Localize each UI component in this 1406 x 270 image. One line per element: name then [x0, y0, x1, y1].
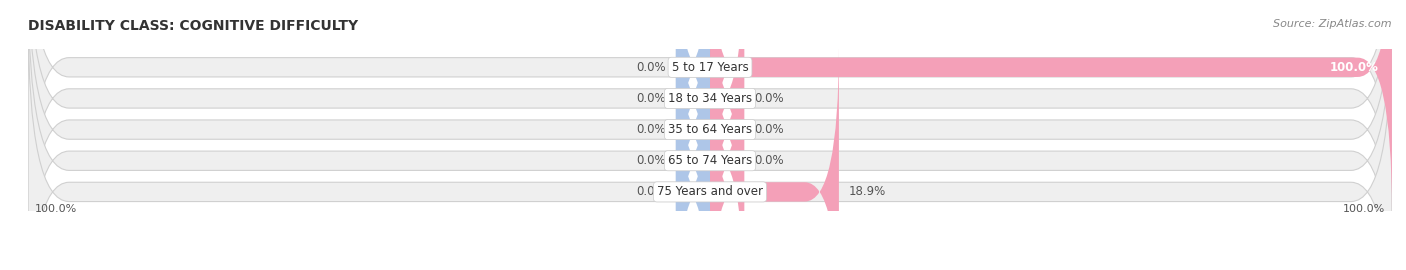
- FancyBboxPatch shape: [28, 0, 1392, 270]
- Text: 0.0%: 0.0%: [636, 61, 665, 74]
- FancyBboxPatch shape: [28, 0, 1392, 270]
- FancyBboxPatch shape: [710, 0, 1392, 213]
- Text: 5 to 17 Years: 5 to 17 Years: [672, 61, 748, 74]
- FancyBboxPatch shape: [710, 0, 744, 245]
- Text: 0.0%: 0.0%: [636, 123, 665, 136]
- Text: 65 to 74 Years: 65 to 74 Years: [668, 154, 752, 167]
- FancyBboxPatch shape: [28, 0, 1392, 270]
- Text: 35 to 64 Years: 35 to 64 Years: [668, 123, 752, 136]
- FancyBboxPatch shape: [710, 46, 839, 270]
- Text: Source: ZipAtlas.com: Source: ZipAtlas.com: [1274, 19, 1392, 29]
- FancyBboxPatch shape: [676, 0, 710, 270]
- Text: 0.0%: 0.0%: [755, 154, 785, 167]
- FancyBboxPatch shape: [676, 0, 710, 213]
- FancyBboxPatch shape: [710, 15, 744, 270]
- Text: 0.0%: 0.0%: [636, 154, 665, 167]
- FancyBboxPatch shape: [676, 15, 710, 270]
- FancyBboxPatch shape: [28, 0, 1392, 245]
- Text: 100.0%: 100.0%: [1330, 61, 1378, 74]
- FancyBboxPatch shape: [710, 0, 744, 270]
- Text: 0.0%: 0.0%: [636, 92, 665, 105]
- Text: 18 to 34 Years: 18 to 34 Years: [668, 92, 752, 105]
- Text: 0.0%: 0.0%: [755, 123, 785, 136]
- Text: 100.0%: 100.0%: [35, 204, 77, 214]
- FancyBboxPatch shape: [676, 0, 710, 245]
- FancyBboxPatch shape: [676, 46, 710, 270]
- Text: 0.0%: 0.0%: [755, 92, 785, 105]
- FancyBboxPatch shape: [28, 15, 1392, 270]
- Text: 100.0%: 100.0%: [1343, 204, 1385, 214]
- Text: 18.9%: 18.9%: [849, 185, 886, 198]
- Text: 75 Years and over: 75 Years and over: [657, 185, 763, 198]
- Text: DISABILITY CLASS: COGNITIVE DIFFICULTY: DISABILITY CLASS: COGNITIVE DIFFICULTY: [28, 19, 359, 33]
- Text: 0.0%: 0.0%: [636, 185, 665, 198]
